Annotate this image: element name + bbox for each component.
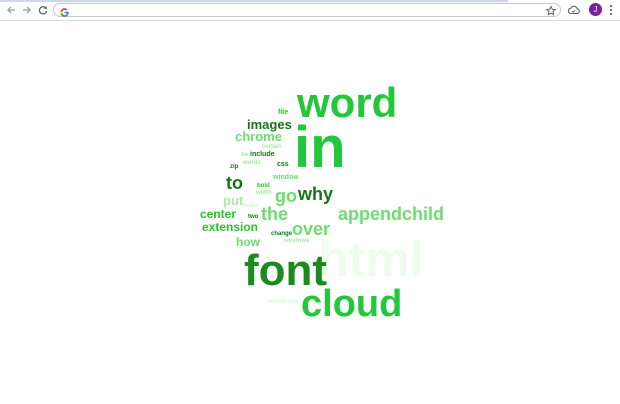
word-cloud-word: appendchild (338, 204, 444, 224)
word-cloud-word: over (292, 219, 330, 239)
reload-icon[interactable] (36, 3, 50, 17)
word-cloud-word: be (241, 152, 249, 158)
star-icon[interactable] (545, 4, 557, 16)
word-cloud-word: make (243, 203, 259, 209)
page-load-progress (0, 0, 509, 2)
word-cloud-word: to (226, 173, 243, 193)
arrow-right-icon[interactable] (20, 3, 34, 17)
word-cloud-word: the (261, 204, 288, 224)
word-cloud-word: words (242, 160, 261, 166)
address-input[interactable] (74, 4, 544, 16)
kebab-menu-icon[interactable] (604, 3, 618, 17)
word-cloud-word: how (236, 235, 261, 249)
word-cloud-word: change (271, 231, 293, 237)
word-cloud-word: why (297, 184, 333, 204)
word-cloud-word: certain (262, 144, 282, 150)
word-cloud-word: html (318, 231, 424, 287)
word-cloud-word: wordpress (267, 299, 299, 305)
word-cloud-word: in (294, 115, 346, 180)
arrow-left-icon[interactable] (4, 3, 18, 17)
word-cloud-word: center (200, 207, 236, 221)
word-cloud-word: width (255, 190, 272, 196)
word-cloud-word: css (277, 161, 289, 168)
browser-toolbar: J (0, 0, 620, 21)
word-cloud-word: include (250, 151, 275, 158)
word-cloud-word: file (278, 109, 288, 116)
word-cloud-word: put (223, 193, 244, 208)
word-cloud-word: cloud (301, 283, 402, 325)
word-cloud-word: zip (230, 164, 239, 170)
word-cloud-word: go (275, 186, 297, 206)
address-bar[interactable] (53, 3, 561, 17)
word-cloud-word: word (296, 79, 397, 126)
word-cloud-word: two (248, 214, 259, 220)
word-cloud-word: font (244, 246, 327, 295)
word-cloud-word: images (247, 117, 292, 132)
word-cloud-word: extension (202, 220, 258, 234)
avatar[interactable]: J (589, 3, 602, 16)
google-g-icon (59, 5, 70, 17)
word-cloud: html word in file images chrome certain … (200, 79, 444, 325)
word-cloud-word: chrome (235, 129, 282, 144)
word-cloud-word: bold (257, 183, 270, 189)
word-cloud-word: windows (283, 238, 310, 244)
cloud-icon[interactable] (566, 3, 580, 17)
word-cloud-word: window (272, 174, 299, 181)
